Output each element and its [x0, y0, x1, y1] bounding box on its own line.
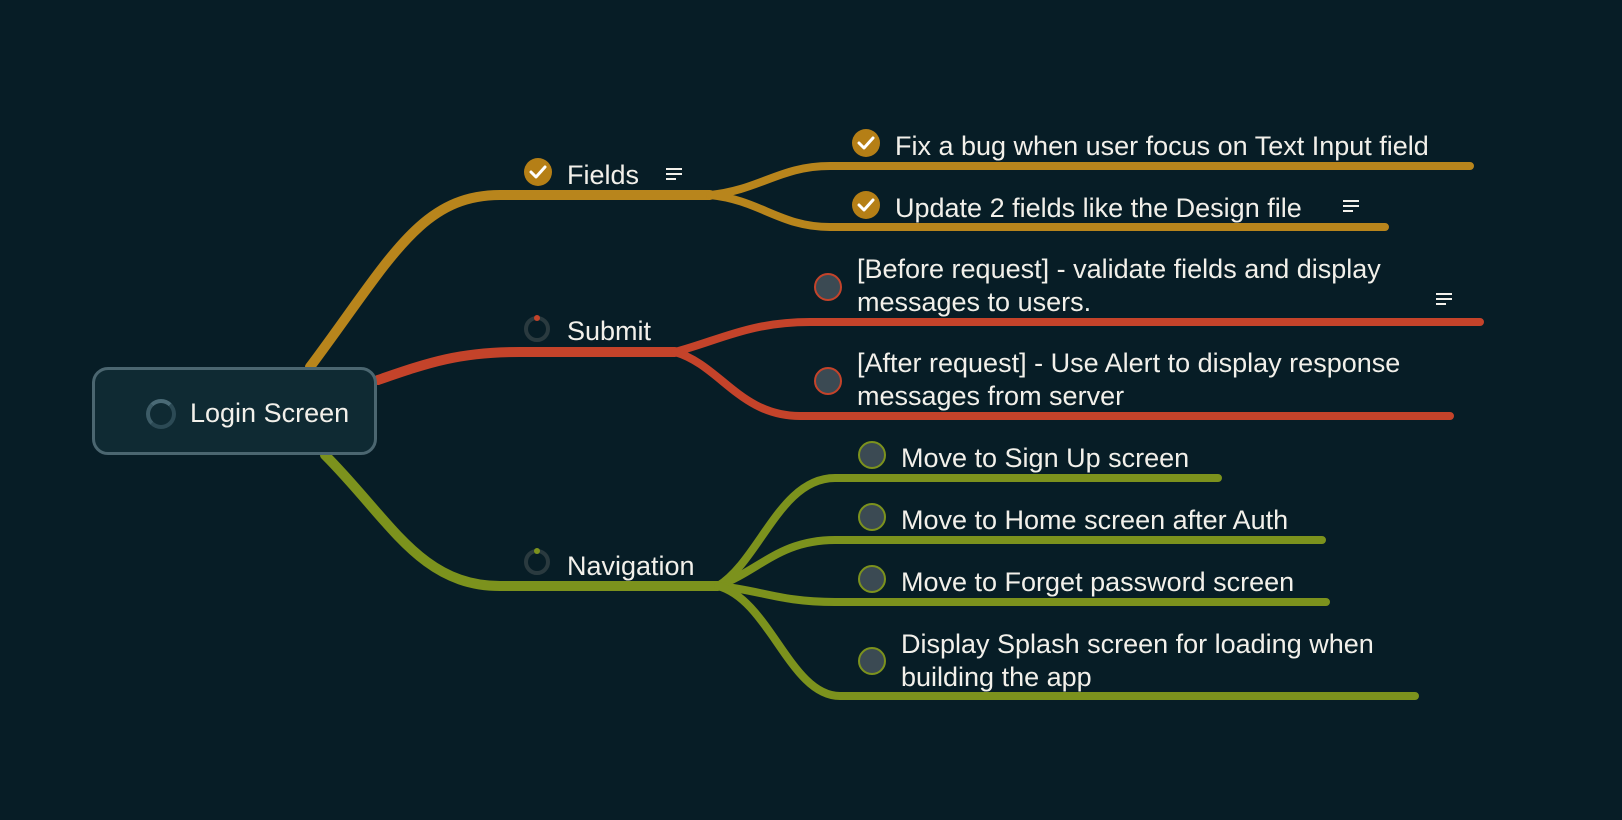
note-icon[interactable]: [666, 168, 682, 182]
progress-ring-icon: [146, 399, 176, 429]
checkmark-icon[interactable]: [852, 191, 880, 219]
todo-circle-icon[interactable]: [858, 647, 886, 675]
todo-circle-icon[interactable]: [858, 503, 886, 531]
todo-circle-icon[interactable]: [858, 565, 886, 593]
branch-fields-label[interactable]: Fields: [567, 160, 640, 190]
connector-fields-child-1: [706, 162, 1474, 199]
task-before-request-line-2[interactable]: messages to users.: [857, 287, 1092, 317]
progress-ring-icon[interactable]: [524, 548, 550, 575]
connector-navigation-child-1: [714, 474, 1222, 590]
connector-root-fields: [305, 190, 715, 372]
branch-submit-label[interactable]: Submit: [567, 316, 652, 346]
branch-navigation-label[interactable]: Navigation: [567, 551, 695, 581]
task-update-fields-label[interactable]: Update 2 fields like the Design file: [895, 193, 1302, 223]
todo-circle-icon[interactable]: [814, 367, 842, 395]
connector-navigation-child-2: [714, 536, 1326, 590]
connector-navigation-child-4: [714, 582, 1419, 700]
connector-fields-child-2: [706, 191, 1389, 231]
connector-submit-child-1: [671, 318, 1484, 356]
task-splash-line-1[interactable]: Display Splash screen for loading when: [901, 629, 1374, 659]
task-home-label[interactable]: Move to Home screen after Auth: [901, 505, 1289, 535]
task-after-request-line-2[interactable]: messages from server: [857, 381, 1125, 411]
connector-root-navigation: [320, 450, 723, 591]
task-forget-password-label[interactable]: Move to Forget password screen: [901, 567, 1295, 597]
connector-root-submit: [373, 347, 680, 385]
root-label: Login Screen: [190, 398, 350, 428]
todo-circle-icon[interactable]: [858, 441, 886, 469]
checkmark-icon[interactable]: [852, 129, 880, 157]
checkmark-icon[interactable]: [524, 158, 552, 186]
task-fix-bug-label[interactable]: Fix a bug when user focus on Text Input …: [895, 131, 1429, 161]
task-signup-label[interactable]: Move to Sign Up screen: [901, 443, 1190, 473]
root-node[interactable]: Login Screen: [92, 367, 377, 455]
note-icon[interactable]: [1343, 200, 1359, 214]
connector-submit-child-2: [671, 348, 1454, 420]
task-after-request-line-1[interactable]: [After request] - Use Alert to display r…: [857, 348, 1401, 378]
note-icon[interactable]: [1436, 293, 1452, 307]
task-splash-line-2[interactable]: building the app: [901, 662, 1092, 692]
progress-ring-icon[interactable]: [524, 315, 550, 342]
task-before-request-line-1[interactable]: [Before request] - validate fields and d…: [857, 254, 1381, 284]
todo-circle-icon[interactable]: [814, 273, 842, 301]
